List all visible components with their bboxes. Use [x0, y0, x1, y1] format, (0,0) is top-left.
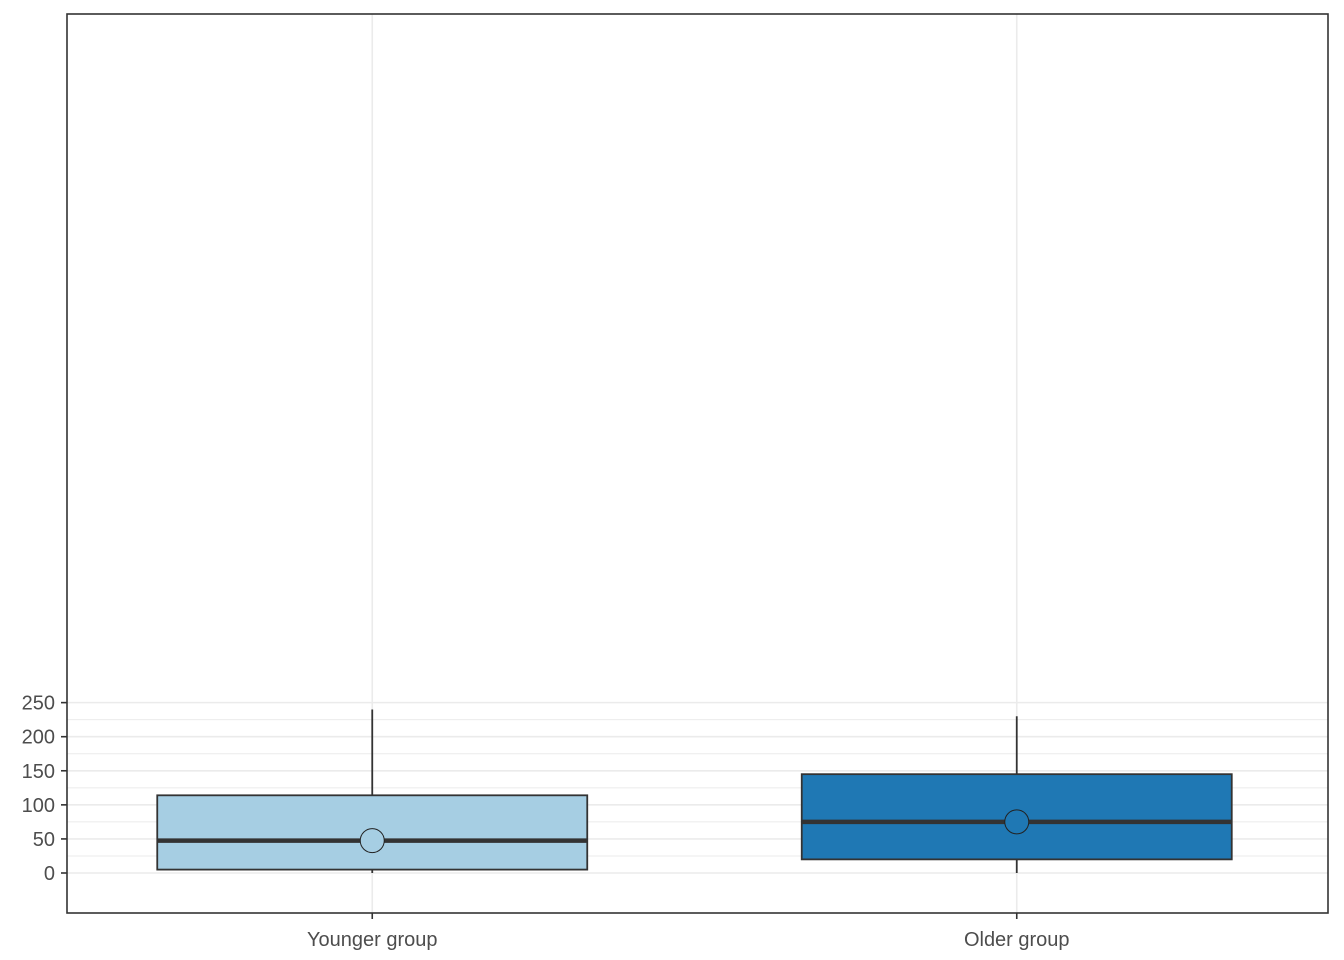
y-tick-label: 0 [44, 863, 55, 885]
x-tick-label: Older group [964, 929, 1070, 951]
box-younger-group [156, 709, 589, 873]
y-tick-label: 100 [22, 795, 55, 817]
panel-background [67, 14, 1328, 913]
mean-point [359, 828, 385, 854]
y-tick-label: 200 [22, 727, 55, 749]
minor-gridlines [67, 14, 1328, 913]
x-axis: Younger group Older group [307, 913, 1070, 951]
panel-border [66, 13, 1329, 914]
boxes [156, 709, 1233, 873]
y-tick-label: 150 [22, 761, 55, 783]
y-tick-label: 50 [33, 829, 55, 851]
mean-point [1004, 809, 1030, 835]
box-older-group [800, 716, 1233, 873]
y-axis: 0 50 100 150 200 250 [22, 693, 67, 885]
y-tick-label: 250 [22, 693, 55, 715]
x-tick-label: Younger group [307, 929, 438, 951]
